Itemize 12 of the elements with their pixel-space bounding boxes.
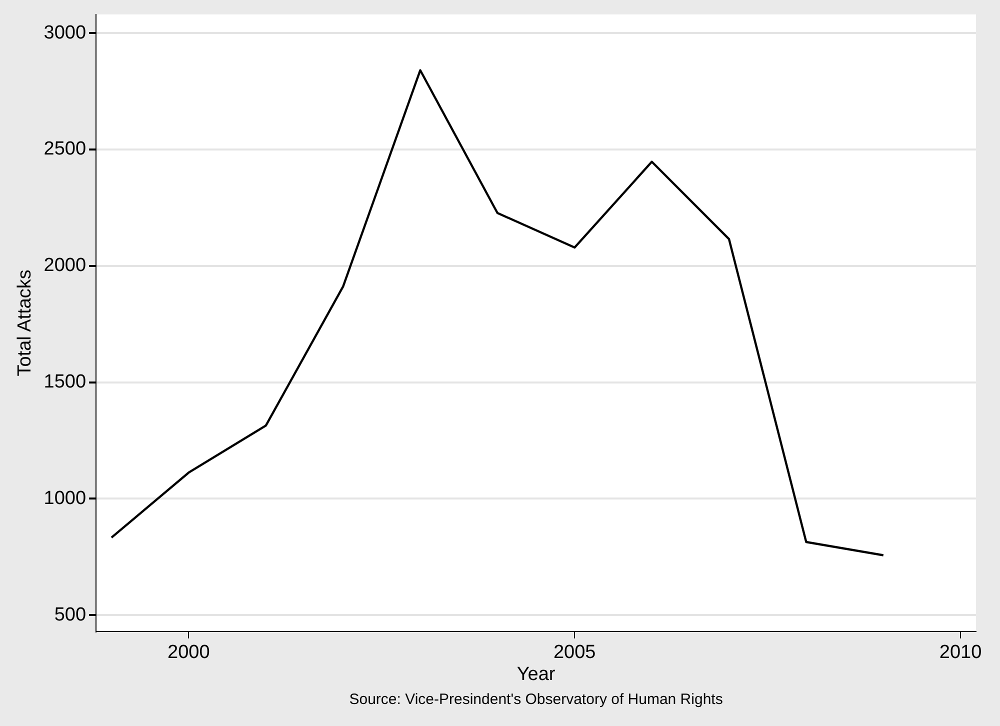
x-tick-label: 2010: [939, 642, 982, 664]
x-axis-title: Year: [516, 664, 556, 685]
y-tick-label: 1500: [44, 372, 86, 393]
y-tick-label: 3000: [44, 22, 86, 44]
y-tick-label: 2500: [44, 138, 86, 160]
y-axis-title: Total Attacks: [14, 270, 36, 376]
source-note: Source: Vice-Presindent's Observatory of Human Rights: [349, 691, 723, 708]
x-tick-label: 2005: [553, 642, 596, 664]
x-tick-label: 2000: [168, 642, 210, 664]
y-tick-label: 500: [54, 604, 86, 626]
y-tick-label: 1000: [44, 488, 86, 509]
y-tick-label: 2000: [44, 255, 86, 276]
